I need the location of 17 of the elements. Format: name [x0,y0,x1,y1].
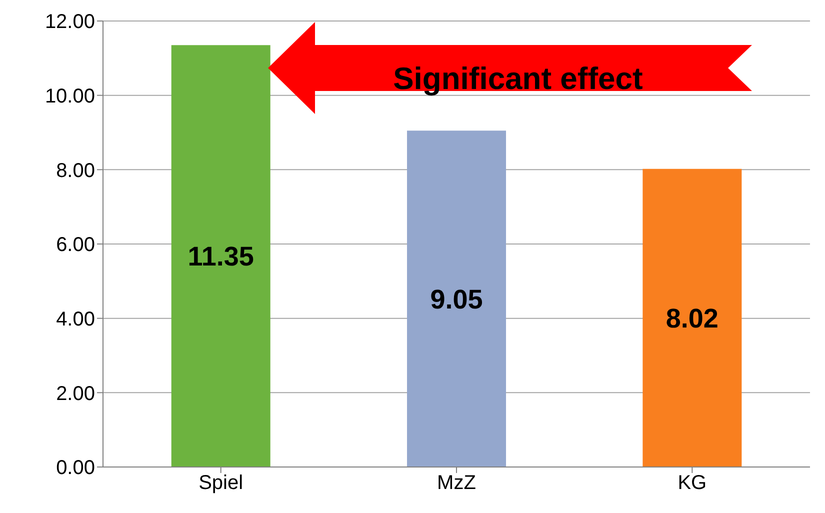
bar [171,45,270,467]
y-tick-label: 12.00 [44,11,95,34]
data-label: 9.05 [430,284,483,314]
y-tick-label: 0.00 [56,457,95,480]
data-label: 8.02 [666,304,718,334]
y-tick-label: 8.00 [56,160,95,182]
annotation: Significant effect [393,61,643,96]
y-tick-label: 4.00 [56,308,95,330]
bar [642,168,742,467]
x-tick-label: KG [678,472,707,494]
data-label: 11.35 [188,242,254,272]
y-tick-label: 6.00 [56,234,95,256]
x-tick-label: Spiel [198,472,244,494]
y-tick-label: 10.00 [44,85,95,108]
x-tick-label: MzZ [437,472,476,494]
bar [407,130,506,467]
y-tick-label: 2.00 [56,382,95,405]
